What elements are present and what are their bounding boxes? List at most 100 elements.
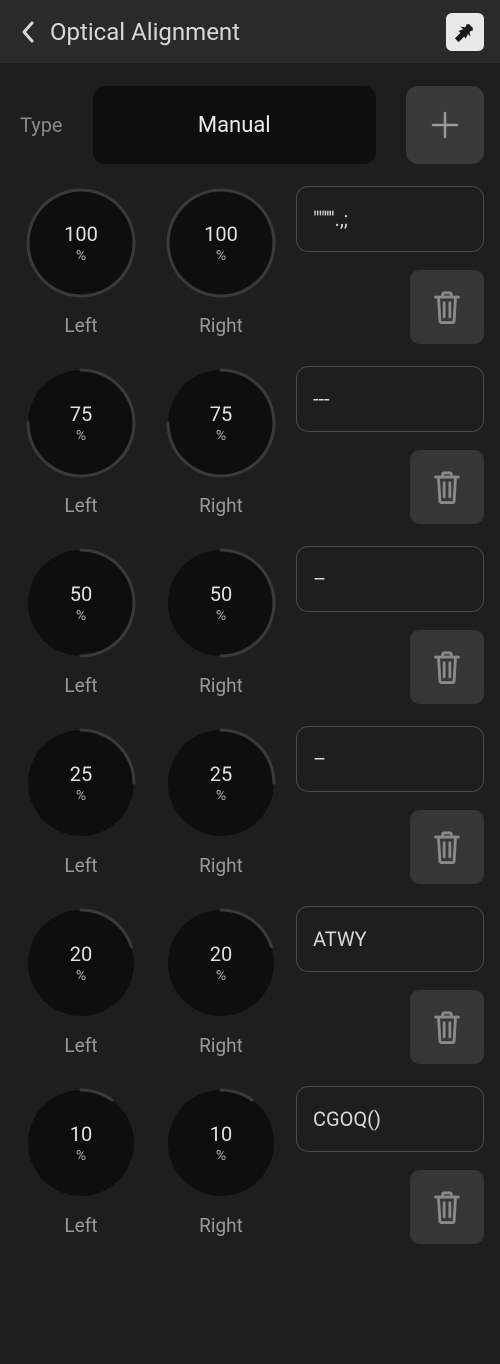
left-dial-column: 75 % Left bbox=[16, 366, 146, 517]
delete-button[interactable] bbox=[410, 450, 484, 524]
dial-unit: % bbox=[76, 968, 86, 984]
left-dial-column: 10 % Left bbox=[16, 1086, 146, 1237]
delete-button[interactable] bbox=[410, 810, 484, 884]
trash-icon bbox=[430, 468, 464, 506]
left-dial[interactable]: 10 % bbox=[24, 1086, 138, 1200]
delete-button[interactable] bbox=[410, 630, 484, 704]
rule-right-column: ATWY bbox=[296, 906, 484, 1064]
pin-button[interactable] bbox=[446, 13, 484, 51]
type-select-value: Manual bbox=[198, 113, 271, 138]
characters-input[interactable]: ""''''.,; bbox=[296, 186, 484, 252]
left-dial-label: Left bbox=[64, 854, 97, 877]
add-button[interactable] bbox=[406, 86, 484, 164]
right-dial-column: 100 % Right bbox=[156, 186, 286, 337]
trash-icon bbox=[430, 1008, 464, 1046]
trash-icon bbox=[430, 288, 464, 326]
panel-title: Optical Alignment bbox=[50, 18, 446, 46]
left-dial[interactable]: 20 % bbox=[24, 906, 138, 1020]
left-dial-column: 25 % Left bbox=[16, 726, 146, 877]
left-dial-value: 75 bbox=[70, 402, 92, 426]
left-dial-label: Left bbox=[64, 314, 97, 337]
rules-list: 100 % Left 100 % Right ""''''.,; bbox=[0, 186, 500, 1244]
rule-row: 10 % Left 10 % Right CGOQ() bbox=[16, 1086, 484, 1244]
dial-center: 20 % bbox=[24, 906, 138, 1020]
characters-value: CGOQ() bbox=[313, 1107, 381, 1131]
left-dial-value: 50 bbox=[70, 582, 92, 606]
dial-unit: % bbox=[216, 968, 226, 984]
right-dial-label: Right bbox=[199, 1214, 243, 1237]
right-dial[interactable]: 75 % bbox=[164, 366, 278, 480]
dial-unit: % bbox=[216, 1148, 226, 1164]
left-dial[interactable]: 75 % bbox=[24, 366, 138, 480]
characters-input[interactable]: – bbox=[296, 546, 484, 612]
dial-unit: % bbox=[76, 608, 86, 624]
right-dial[interactable]: 20 % bbox=[164, 906, 278, 1020]
characters-value: – bbox=[313, 747, 326, 771]
right-dial-column: 75 % Right bbox=[156, 366, 286, 517]
delete-button[interactable] bbox=[410, 1170, 484, 1244]
right-dial-label: Right bbox=[199, 854, 243, 877]
left-dial-column: 100 % Left bbox=[16, 186, 146, 337]
panel-header: Optical Alignment bbox=[0, 0, 500, 64]
right-dial[interactable]: 100 % bbox=[164, 186, 278, 300]
dial-center: 10 % bbox=[24, 1086, 138, 1200]
dial-center: 25 % bbox=[164, 726, 278, 840]
right-dial-label: Right bbox=[199, 1034, 243, 1057]
right-dial[interactable]: 10 % bbox=[164, 1086, 278, 1200]
right-dial[interactable]: 25 % bbox=[164, 726, 278, 840]
dial-unit: % bbox=[216, 788, 226, 804]
dial-center: 75 % bbox=[24, 366, 138, 480]
dial-unit: % bbox=[76, 788, 86, 804]
right-dial-label: Right bbox=[199, 314, 243, 337]
back-button[interactable] bbox=[16, 20, 40, 44]
characters-input[interactable]: ATWY bbox=[296, 906, 484, 972]
right-dial-value: 20 bbox=[210, 942, 232, 966]
left-dial-label: Left bbox=[64, 494, 97, 517]
right-dial-label: Right bbox=[199, 494, 243, 517]
left-dial-value: 20 bbox=[70, 942, 92, 966]
dial-unit: % bbox=[216, 608, 226, 624]
right-dial-value: 75 bbox=[210, 402, 232, 426]
delete-button[interactable] bbox=[410, 990, 484, 1064]
right-dial-value: 25 bbox=[210, 762, 232, 786]
characters-input[interactable]: --- bbox=[296, 366, 484, 432]
rule-right-column: CGOQ() bbox=[296, 1086, 484, 1244]
rule-right-column: – bbox=[296, 726, 484, 884]
dial-center: 20 % bbox=[164, 906, 278, 1020]
right-dial-column: 10 % Right bbox=[156, 1086, 286, 1237]
dial-unit: % bbox=[216, 248, 226, 264]
dial-unit: % bbox=[216, 428, 226, 444]
left-dial[interactable]: 25 % bbox=[24, 726, 138, 840]
left-dial-value: 10 bbox=[70, 1122, 92, 1146]
left-dial-value: 100 bbox=[64, 222, 98, 246]
characters-input[interactable]: – bbox=[296, 726, 484, 792]
rule-row: 25 % Left 25 % Right – bbox=[16, 726, 484, 884]
dial-unit: % bbox=[76, 428, 86, 444]
rule-right-column: – bbox=[296, 546, 484, 704]
left-dial[interactable]: 100 % bbox=[24, 186, 138, 300]
dial-center: 50 % bbox=[24, 546, 138, 660]
rule-row: 75 % Left 75 % Right --- bbox=[16, 366, 484, 524]
dial-center: 100 % bbox=[24, 186, 138, 300]
delete-button[interactable] bbox=[410, 270, 484, 344]
right-dial-value: 50 bbox=[210, 582, 232, 606]
left-dial-column: 20 % Left bbox=[16, 906, 146, 1057]
characters-input[interactable]: CGOQ() bbox=[296, 1086, 484, 1152]
left-dial-label: Left bbox=[64, 674, 97, 697]
right-dial-label: Right bbox=[199, 674, 243, 697]
right-dial[interactable]: 50 % bbox=[164, 546, 278, 660]
type-select[interactable]: Manual bbox=[93, 86, 376, 164]
trash-icon bbox=[430, 1188, 464, 1226]
characters-value: – bbox=[313, 567, 326, 591]
left-dial-label: Left bbox=[64, 1214, 97, 1237]
rule-row: 50 % Left 50 % Right – bbox=[16, 546, 484, 704]
dial-center: 10 % bbox=[164, 1086, 278, 1200]
right-dial-column: 20 % Right bbox=[156, 906, 286, 1057]
characters-value: --- bbox=[313, 387, 330, 411]
dial-center: 75 % bbox=[164, 366, 278, 480]
plus-icon bbox=[427, 107, 463, 143]
left-dial[interactable]: 50 % bbox=[24, 546, 138, 660]
characters-value: ATWY bbox=[313, 927, 367, 951]
rule-right-column: --- bbox=[296, 366, 484, 524]
trash-icon bbox=[430, 648, 464, 686]
